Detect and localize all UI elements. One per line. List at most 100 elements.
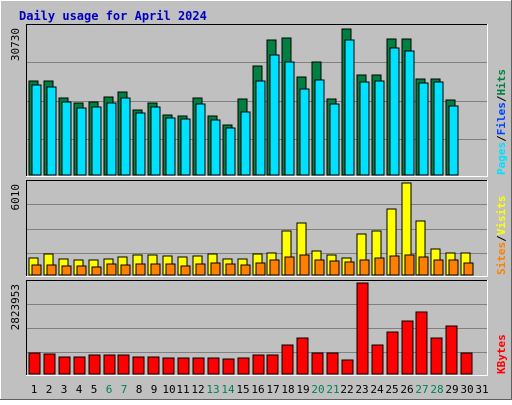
bar-sites-day-14 <box>225 263 236 276</box>
bar-pages-day-28 <box>433 81 444 176</box>
bar-kbytes-day-5 <box>88 354 101 375</box>
day-label-27: 27 <box>415 383 428 396</box>
bar-sites-day-6 <box>106 263 117 276</box>
bar-pages-day-14 <box>225 127 236 176</box>
day-label-2: 2 <box>46 383 53 396</box>
bar-kbytes-day-16 <box>252 354 265 375</box>
bar-pages-day-25 <box>389 47 400 176</box>
legend-entry: Sites <box>495 242 508 275</box>
bar-kbytes-day-18 <box>281 344 294 375</box>
day-labels: 1 2 3 4 5 6 7 8 9 10 11 12 13 14 15 16 17 18 19 20 21 22 23 24 2… <box>31 383 489 396</box>
bar-sites-day-25 <box>389 255 400 276</box>
bar-pages-day-13 <box>210 119 221 176</box>
bar-sites-day-10 <box>165 263 176 276</box>
day-label-19: 19 <box>296 383 309 396</box>
day-label-25: 25 <box>385 383 398 396</box>
chart-title: Daily usage for April 2024 <box>19 9 207 23</box>
day-label-9: 9 <box>151 383 158 396</box>
bar-sites-day-19 <box>299 254 310 276</box>
bar-pages-day-27 <box>418 82 429 176</box>
bar-kbytes-day-2 <box>43 353 56 375</box>
day-label-18: 18 <box>281 383 294 396</box>
legend-entry: Visits <box>495 196 508 236</box>
series-kbytes <box>28 282 473 375</box>
day-label-24: 24 <box>370 383 384 396</box>
axis-max-label: 2823953 <box>9 284 22 330</box>
bar-pages-day-2 <box>46 86 57 176</box>
bar-pages-day-7 <box>120 97 131 176</box>
panel-legend: Pages/Files/Hits <box>495 69 508 175</box>
axis-max-label: 30730 <box>9 28 22 61</box>
bar-pages-day-17 <box>269 54 280 176</box>
bar-kbytes-day-6 <box>103 354 116 375</box>
bar-pages-day-6 <box>106 102 117 176</box>
bar-sites-day-21 <box>329 260 340 276</box>
bar-kbytes-day-28 <box>430 337 443 375</box>
bar-sites-day-15 <box>240 264 251 276</box>
bar-kbytes-day-29 <box>445 325 458 375</box>
bar-pages-day-29 <box>448 105 459 176</box>
bar-kbytes-day-9 <box>147 356 160 375</box>
bar-pages-day-5 <box>91 106 102 176</box>
bar-pages-day-9 <box>150 106 161 176</box>
bar-sites-day-20 <box>314 259 325 276</box>
series-pages <box>31 39 459 176</box>
bar-sites-day-9 <box>150 263 161 276</box>
bar-kbytes-day-7 <box>117 354 130 375</box>
bar-sites-day-2 <box>46 264 57 276</box>
bar-pages-day-18 <box>284 61 295 176</box>
day-label-28: 28 <box>430 383 443 396</box>
bar-kbytes-day-11 <box>177 357 190 375</box>
bar-sites-day-27 <box>418 256 429 276</box>
bar-pages-day-10 <box>165 117 176 176</box>
bar-kbytes-day-21 <box>326 352 339 375</box>
bar-sites-day-8 <box>135 263 146 276</box>
bar-pages-day-8 <box>135 112 146 176</box>
bar-kbytes-day-22 <box>341 359 354 375</box>
bar-kbytes-day-14 <box>222 358 235 375</box>
bar-pages-day-24 <box>374 80 385 176</box>
chart-panels: 30730 Pages/Files/Hits 6010 Sites/Visits 282… <box>9 24 508 376</box>
bar-kbytes-day-19 <box>296 337 309 375</box>
axis-max-label: 6010 <box>9 184 22 211</box>
bar-pages-day-21 <box>329 103 340 176</box>
day-label-20: 20 <box>311 383 324 396</box>
panel-legend: Sites/Visits <box>495 196 508 276</box>
day-label-15: 15 <box>236 383 249 396</box>
bar-pages-day-22 <box>344 39 355 176</box>
bar-kbytes-day-1 <box>28 352 41 375</box>
day-label-7: 7 <box>121 383 128 396</box>
panel-visits-sites: 6010 Sites/Visits <box>9 180 508 277</box>
bar-pages-day-20 <box>314 79 325 176</box>
bar-sites-day-30 <box>463 262 474 276</box>
panel-legend: KBytes <box>495 334 508 374</box>
bar-kbytes-day-25 <box>386 331 399 375</box>
series-sites <box>31 254 474 276</box>
day-label-12: 12 <box>191 383 204 396</box>
bar-pages-day-1 <box>31 84 42 176</box>
bar-sites-day-4 <box>76 265 87 276</box>
bar-pages-day-26 <box>404 50 415 176</box>
legend-entry: Hits <box>495 69 508 96</box>
bar-sites-day-1 <box>31 264 42 276</box>
day-label-8: 8 <box>136 383 143 396</box>
day-label-17: 17 <box>266 383 279 396</box>
bar-kbytes-day-17 <box>266 354 279 375</box>
bar-pages-day-16 <box>255 80 266 176</box>
bar-sites-day-11 <box>180 265 191 276</box>
day-label-30: 30 <box>460 383 473 396</box>
bar-pages-day-19 <box>299 88 310 176</box>
bar-sites-day-3 <box>61 265 72 276</box>
bar-sites-day-22 <box>344 261 355 276</box>
bar-kbytes-day-12 <box>192 357 205 375</box>
bar-kbytes-day-20 <box>311 352 324 375</box>
bar-kbytes-day-3 <box>58 356 71 375</box>
bar-sites-day-26 <box>404 254 415 276</box>
bar-sites-day-28 <box>433 259 444 276</box>
bar-sites-day-23 <box>359 259 370 276</box>
bar-kbytes-day-15 <box>237 357 250 375</box>
day-label-3: 3 <box>61 383 68 396</box>
bar-pages-day-23 <box>359 81 370 176</box>
